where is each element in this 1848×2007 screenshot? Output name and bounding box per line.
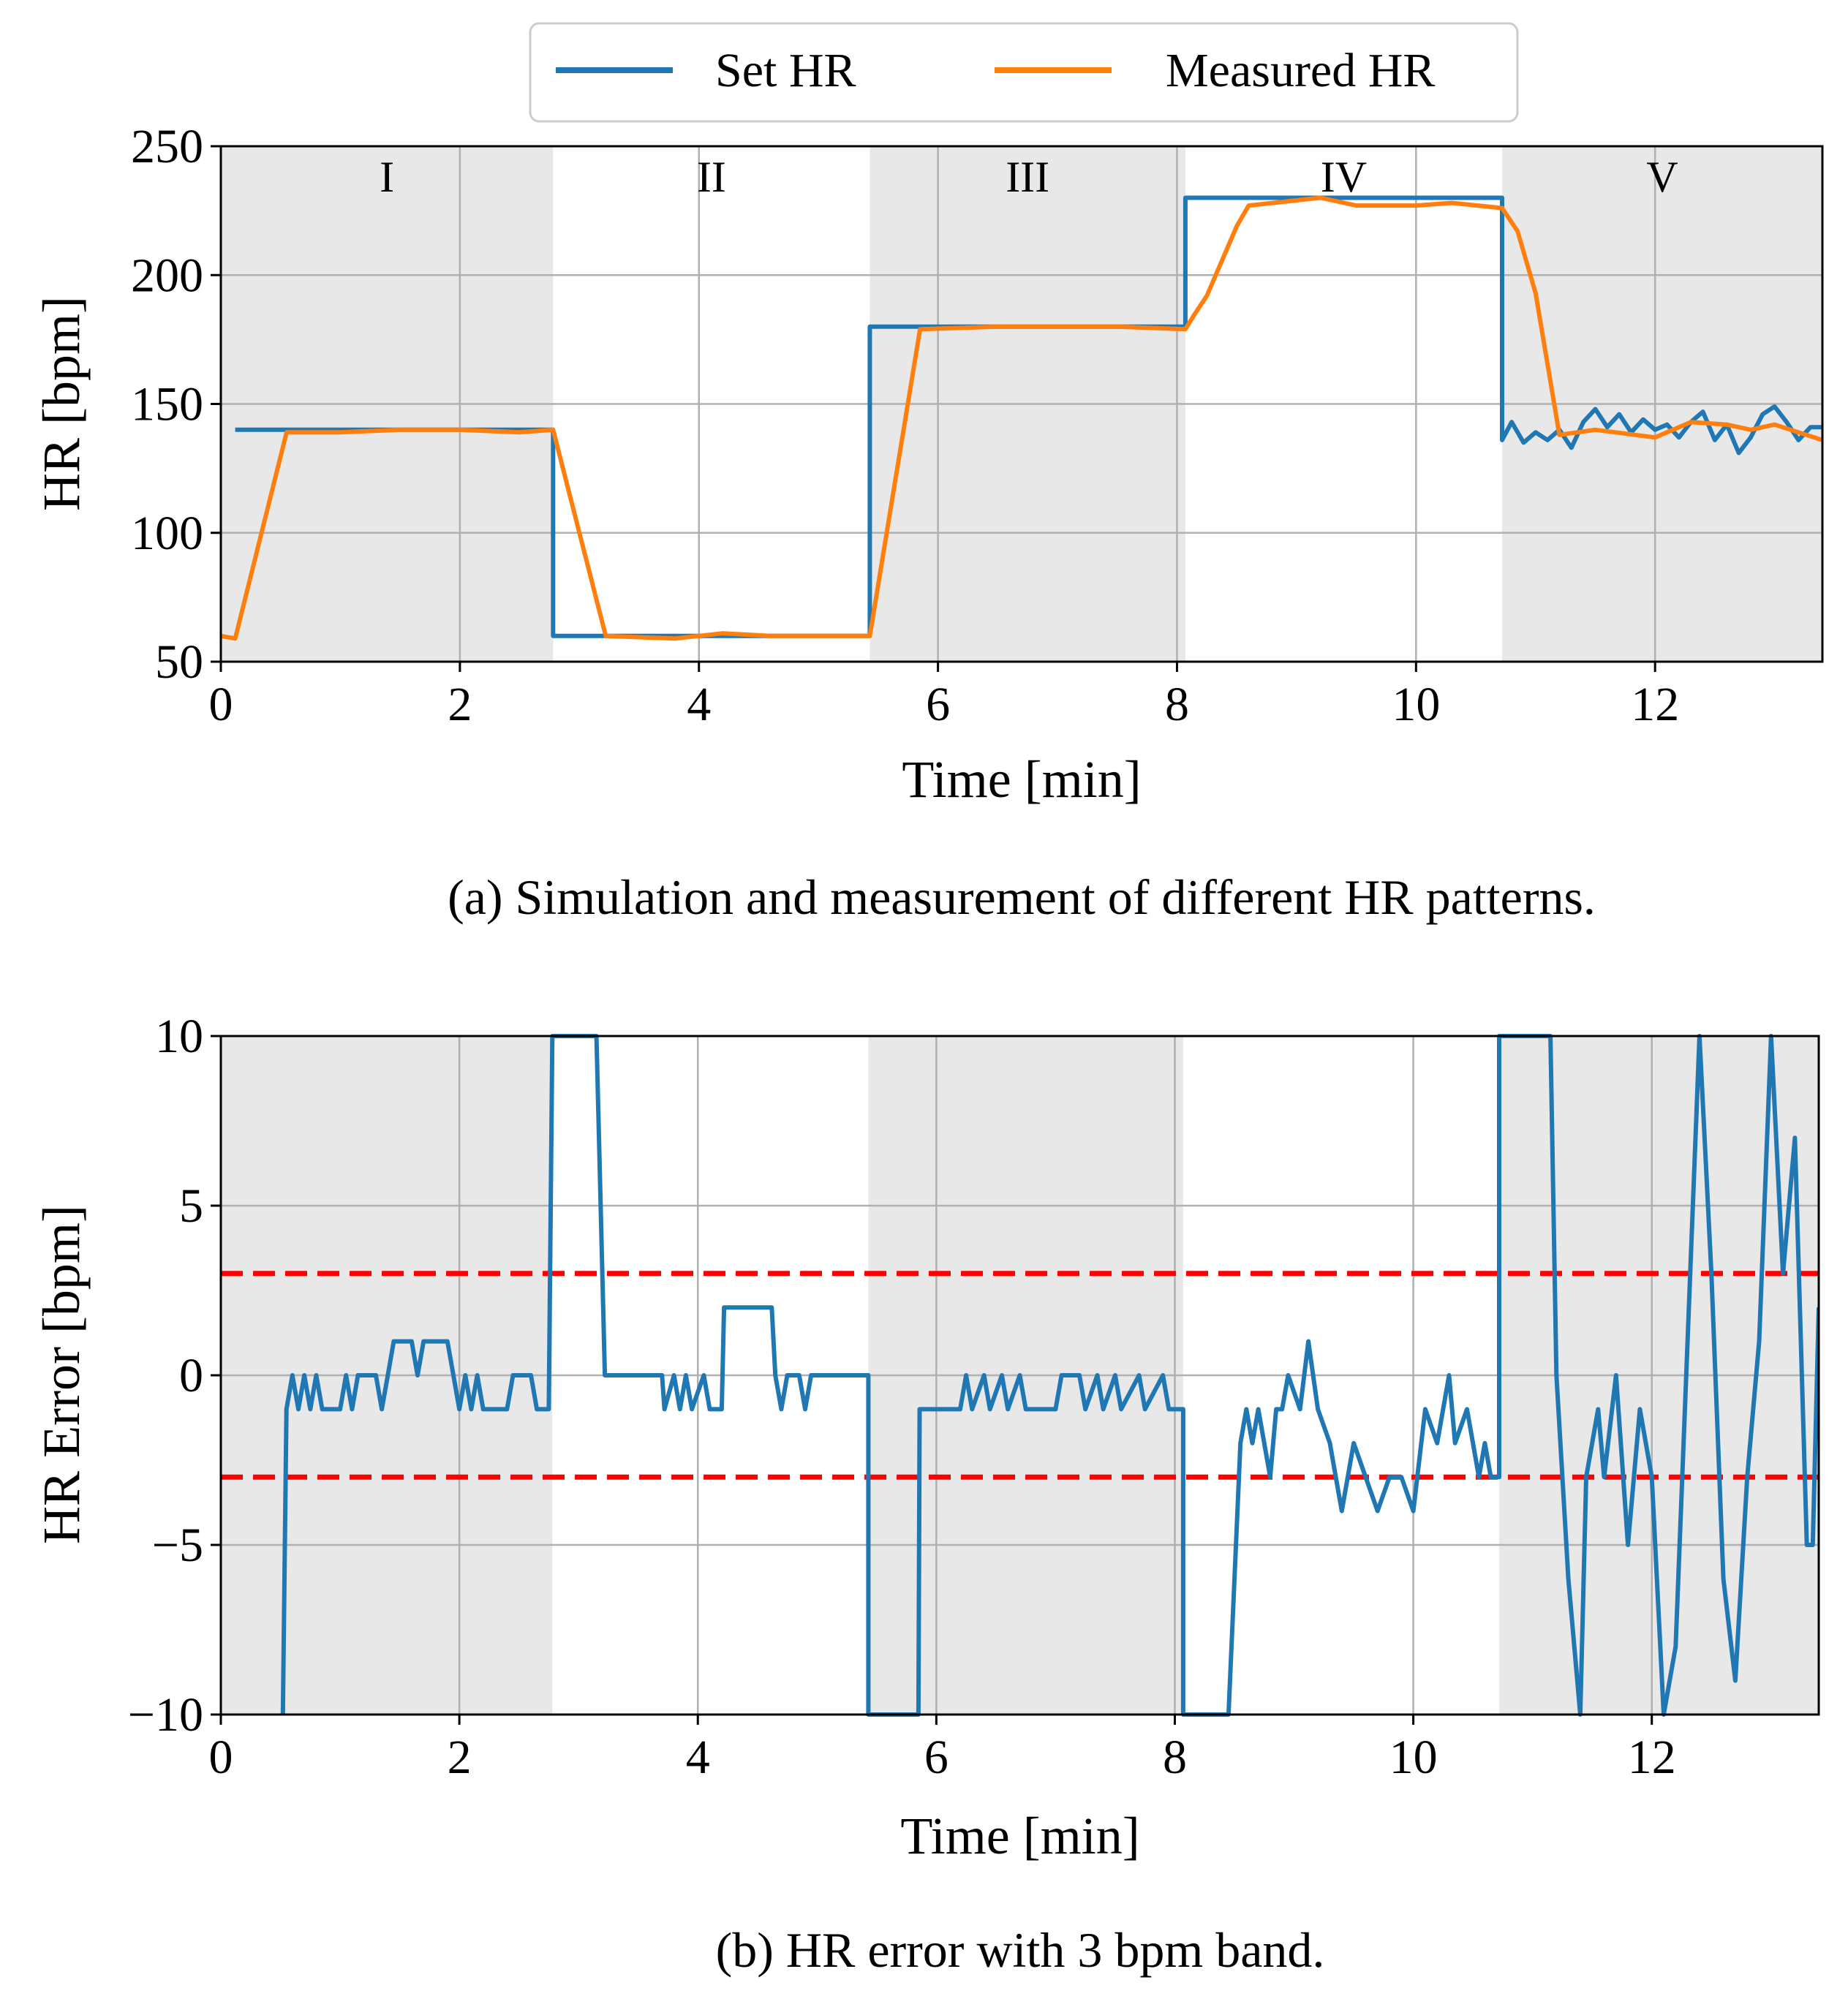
chart-b-ytick-label-2: 0 — [179, 1349, 203, 1402]
chart-b-xtick-label-2: 2 — [448, 1731, 472, 1784]
chart-b-ytick-label-1: −5 — [152, 1519, 203, 1572]
chart-a-ticks: 0 2 4 6 8 10 12 50 100 150 200 250 — [131, 120, 1679, 731]
chart-b-xlabel: Time [min] — [900, 1807, 1139, 1865]
chart-a-region-label-3: IV — [1321, 153, 1367, 201]
chart-a-xtick-label-10: 10 — [1392, 678, 1440, 731]
chart-b-xtick-label-4: 4 — [686, 1731, 710, 1784]
chart-a-ytick-label-1: 100 — [131, 507, 203, 560]
chart-a-region-label-2: III — [1006, 153, 1049, 201]
chart-a-region-label-1: II — [697, 153, 726, 201]
legend-label-set-hr: Set HR — [715, 44, 856, 97]
chart-a-region-labels: I II III IV V — [380, 153, 1678, 201]
chart-a-series-line-0 — [235, 195, 1822, 638]
chart-b-caption: (b) HR error with 3 bpm band. — [716, 1922, 1325, 1978]
chart-b-ytick-label-0: −10 — [128, 1688, 203, 1742]
chart-a-xlabel: Time [min] — [902, 750, 1141, 809]
chart-a-ytick-label-4: 250 — [131, 120, 203, 173]
chart-b-series — [280, 1034, 1819, 1717]
chart-a-xtick-label-2: 2 — [448, 678, 472, 731]
chart-b-ylabel: HR Error [bpm] — [32, 1205, 91, 1544]
legend: Set HR Measured HR — [529, 22, 1519, 123]
chart-a-series — [221, 195, 1822, 641]
chart-b-xtick-label-6: 6 — [924, 1731, 948, 1784]
chart-b-ytick-label-4: 10 — [155, 1010, 203, 1063]
chart-b: 0 2 4 6 8 10 12 −10 −5 0 5 10 Time [min] HR Error [… — [32, 1010, 1820, 1978]
chart-b-ticks: 0 2 4 6 8 10 12 −10 −5 0 5 10 — [128, 1010, 1676, 1784]
chart-a-ytick-label-0: 50 — [155, 635, 203, 689]
chart-b-xtick-label-12: 12 — [1628, 1731, 1676, 1784]
chart-a-region-label-4: V — [1646, 153, 1678, 201]
chart-b-xtick-label-10: 10 — [1389, 1731, 1438, 1784]
chart-a-xtick-label-0: 0 — [209, 678, 233, 731]
chart-b-band — [221, 1271, 1819, 1480]
chart-b-series-line-0 — [280, 1034, 1819, 1717]
chart-b-ytick-label-3: 5 — [179, 1179, 203, 1233]
chart-a-ylabel: HR [bpm] — [32, 296, 91, 511]
chart-a-ytick-label-2: 150 — [131, 378, 203, 431]
chart-a-xtick-label-12: 12 — [1631, 678, 1679, 731]
chart-a-caption: (a) Simulation and measurement of differ… — [448, 869, 1596, 925]
legend-label-measured-hr: Measured HR — [1166, 44, 1435, 97]
chart-a-region-label-0: I — [380, 153, 394, 201]
chart-a-series-line-1 — [221, 195, 1822, 641]
chart-a-xtick-label-6: 6 — [926, 678, 950, 731]
chart-b-xtick-label-8: 8 — [1163, 1731, 1187, 1784]
chart-a-xtick-label-4: 4 — [687, 678, 711, 731]
chart-b-xtick-label-0: 0 — [209, 1731, 233, 1784]
chart-a-xtick-label-8: 8 — [1165, 678, 1189, 731]
chart-a-ytick-label-3: 200 — [131, 249, 203, 302]
